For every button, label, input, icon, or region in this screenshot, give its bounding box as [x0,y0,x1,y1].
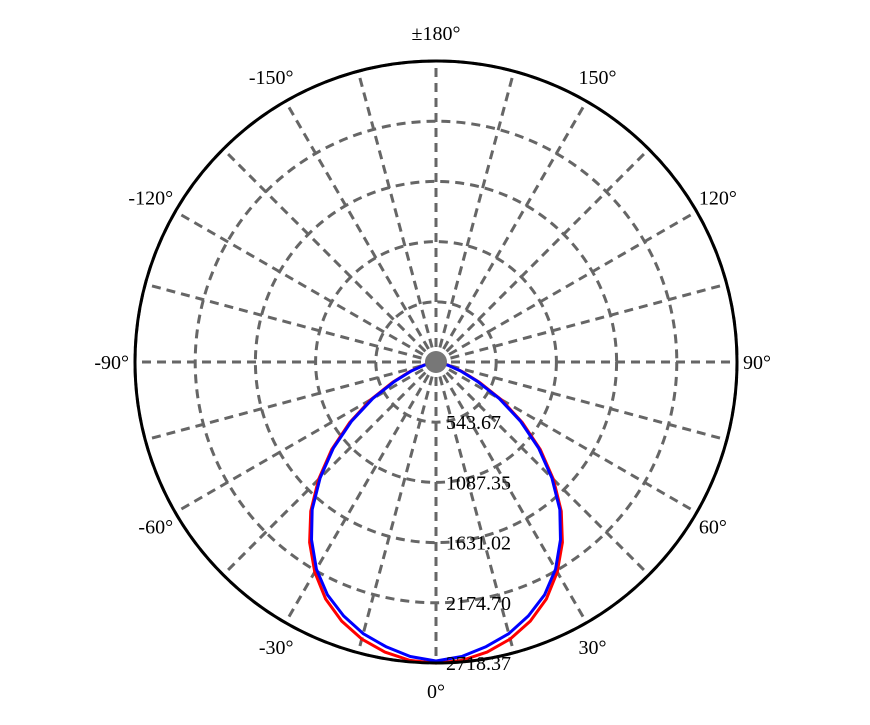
polar-grid [133,59,739,665]
center-dot [425,351,447,373]
grid-spoke-150 [434,100,588,363]
grid-spoke-315 [222,360,438,576]
radial-tick-label: 543.67 [446,412,501,434]
grid-spoke-285 [144,360,437,442]
grid-spoke-255 [144,282,437,364]
grid-spoke-120 [435,210,698,364]
angle-tick-label: -30° [259,637,294,659]
angle-tick-label: 120° [699,188,737,210]
angle-tick-label: ±180° [412,23,461,45]
grid-spoke-60 [435,360,698,514]
grid-spoke-135 [434,148,650,364]
angle-tick-label: 30° [579,637,607,659]
radial-tick-label: 1087.35 [446,472,511,494]
angle-tick-label: -60° [138,517,173,539]
angle-tick-label: -120° [128,188,173,210]
angle-tick-label: 0° [427,681,445,703]
series-2-curve [310,360,562,663]
grid-spoke-225 [222,148,438,364]
outer-ring [133,59,739,665]
grid-spoke-330 [284,361,438,624]
angle-tick-label: 90° [743,352,771,374]
radial-tick-label: 2174.70 [446,593,511,615]
grid-spoke-45 [434,360,650,576]
angle-tick-label: -90° [94,352,129,374]
angle-labels: 0° 30° 60° 90° 120° 150° ±180° -150° -120° -90° -6… [94,23,771,703]
radial-tick-label: 1631.02 [446,533,511,555]
angle-tick-label: 60° [699,517,727,539]
grid-spoke-195 [356,70,438,363]
grid-spoke-240 [174,210,437,364]
grid-spoke-15 [434,361,516,654]
grid-spoke-165 [434,70,516,363]
grid-spoke-345 [356,361,438,654]
angle-tick-label: 150° [579,67,617,89]
grid-spoke-105 [435,282,728,364]
angle-tick-label: -150° [249,67,294,89]
grid-spoke-30 [434,361,588,624]
grid-spoke-75 [435,360,728,442]
grid-spoke-210 [284,100,438,363]
grid-spoke-300 [174,360,437,514]
